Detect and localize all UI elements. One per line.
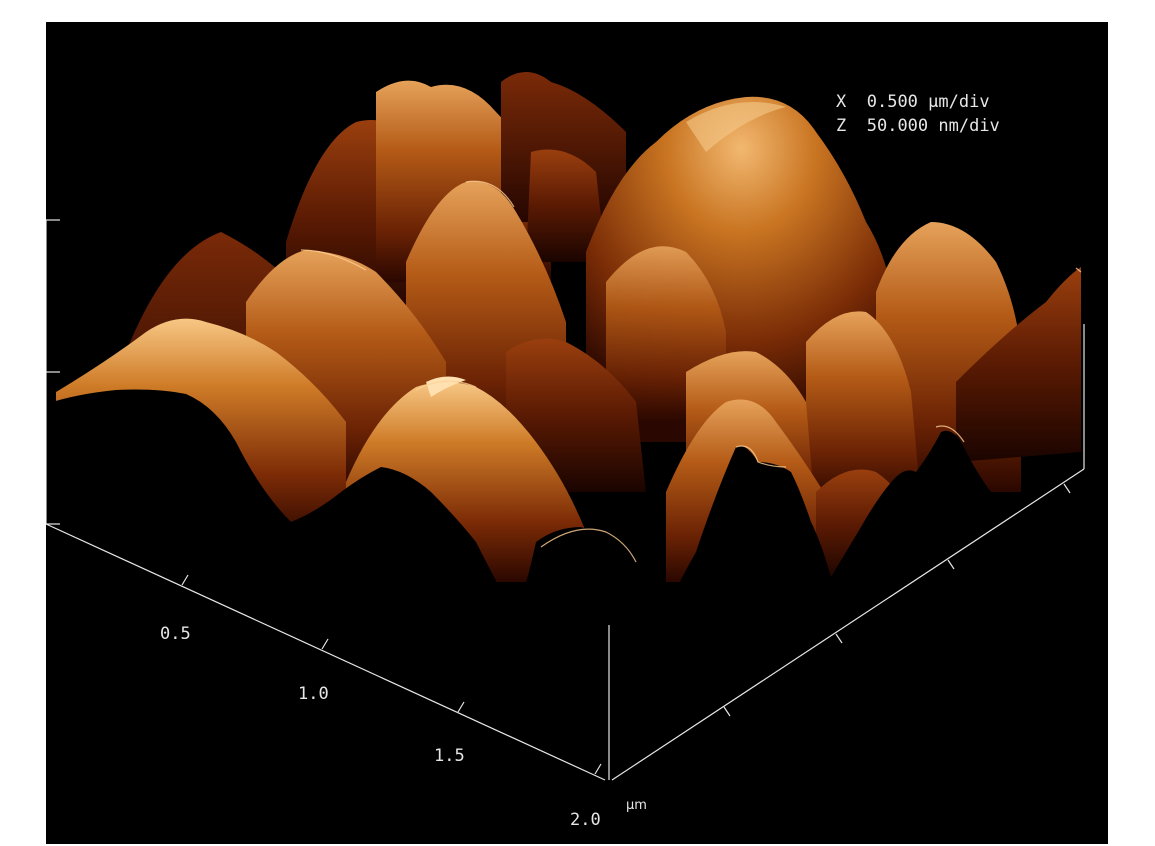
x-scale-readout: X 0.500 µm/div [836,92,990,112]
y-tick-2 [835,633,843,644]
z-scale-value: 50.000 nm/div [866,116,1000,136]
y-tick-1 [723,706,731,717]
x-scale-value: 0.500 µm/div [866,92,990,112]
ridge-highlights [300,180,1082,563]
y-axis-line [611,468,1085,781]
x-tick-label-1-0: 1.0 [298,684,329,704]
x-tick-1 [181,574,189,586]
x-axis-line [46,523,606,781]
x-tick-label-0-5: 0.5 [160,624,191,644]
x-tick-label-1-5: 1.5 [434,746,465,766]
right-peaks [806,222,1081,502]
z-axis-letter: Z [836,116,847,136]
x-tick-2 [321,638,329,650]
x-tick-label-2-0: 2.0 [570,810,601,830]
y-tick-4 [1063,483,1071,494]
afm-3d-surface-render [46,72,1108,844]
z-scale-readout: Z 50.000 nm/div [836,116,1000,136]
x-tick-4 [594,763,602,775]
afm-image-frame: X 0.500 µm/div Z 50.000 nm/div 0.5 1.0 1… [46,22,1108,844]
axis-unit-label: µm [626,798,647,813]
x-axis-letter: X [836,92,847,112]
x-tick-3 [457,701,465,713]
axis-lines [46,219,1085,781]
foreground-shadows [46,389,1108,844]
y-tick-3 [947,559,955,570]
